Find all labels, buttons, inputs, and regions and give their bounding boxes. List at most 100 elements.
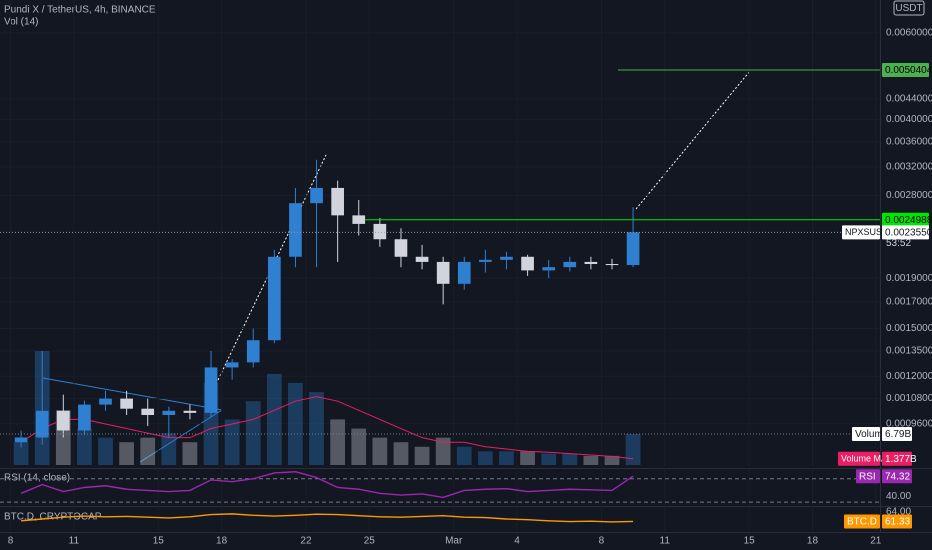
- volume-bar: [604, 455, 620, 465]
- volume-bar: [266, 373, 282, 465]
- y-tick-label: 0.0060000: [886, 28, 932, 39]
- y-tick-label: 0.0019000: [886, 273, 932, 284]
- candle-body: [204, 367, 218, 413]
- volume-bar: [583, 455, 599, 465]
- rsi-title: RSI (14, close): [4, 473, 70, 484]
- x-tick-label: 15: [744, 536, 756, 547]
- volume-ma-line: [20, 396, 634, 460]
- last-price-label-badge: [882, 225, 929, 240]
- candle-body: [394, 239, 408, 257]
- y-tick-label: 0.0036000: [886, 136, 932, 147]
- volume-bar: [393, 442, 409, 465]
- countdown: 53:52: [886, 238, 911, 249]
- volume-bar: [140, 437, 156, 465]
- last-price-label: 0.0023550: [885, 227, 932, 238]
- x-tick-label: Mar: [445, 536, 463, 547]
- candle-body: [563, 261, 577, 268]
- x-tick-label: 22: [300, 536, 312, 547]
- volume-name-badge: [852, 427, 880, 442]
- indicator-name-badge: [844, 514, 880, 529]
- y-tick-label: 0.0013500: [886, 346, 932, 357]
- volume-name: Volume: [855, 429, 889, 440]
- y-tick-label: 64.00: [886, 506, 911, 517]
- y-tick-label: 40.00: [886, 491, 911, 502]
- volume-ma-name-badge: [838, 451, 880, 466]
- currency[interactable]: USDT: [895, 3, 922, 14]
- x-tick-label: 18: [216, 536, 228, 547]
- x-tick-label: 8: [8, 536, 14, 547]
- indicator-label-badge: [882, 469, 912, 484]
- candle-body: [162, 410, 176, 416]
- level-label-badge: [882, 63, 929, 78]
- level-label: 0.0024988: [885, 215, 932, 226]
- volume-bar: [351, 428, 367, 465]
- y-tick-label: 0.0010800: [886, 393, 932, 404]
- volume-bar: [224, 419, 240, 465]
- candle-body: [35, 410, 49, 438]
- x-tick-label: 11: [69, 536, 80, 547]
- candle-body: [331, 187, 344, 216]
- volume-title: Vol (14): [4, 17, 38, 28]
- y-tick-label: 0.0028000: [886, 190, 932, 201]
- candle-body: [289, 203, 302, 257]
- candle-body: [120, 398, 133, 409]
- indicator-name: BTC.D: [847, 517, 877, 528]
- indicator-line: [21, 513, 634, 523]
- volume-bar: [562, 453, 578, 465]
- candle-body: [183, 410, 197, 413]
- candle-body: [542, 267, 556, 271]
- x-tick-label: 21: [870, 536, 882, 547]
- volume-bar: [625, 434, 641, 465]
- volume-bar: [372, 437, 388, 465]
- y-tick-label: 0.0040000: [886, 114, 932, 125]
- volume-bar: [414, 446, 430, 465]
- volume-bar: [182, 442, 198, 465]
- y-tick-label: 0.0032000: [886, 162, 932, 173]
- indicator-label: 61.33: [885, 517, 910, 528]
- triangle-line: [42, 377, 223, 411]
- volume-bar: [520, 451, 535, 465]
- candle-body: [14, 437, 28, 443]
- volume-bar: [245, 401, 261, 465]
- level-label-badge: [882, 212, 929, 227]
- candle-body: [584, 261, 598, 265]
- volume-label-badge: [882, 427, 912, 442]
- volume-bar: [288, 382, 303, 465]
- chart-title: Pundi X / TetherUS, 4h, BINANCE: [4, 5, 156, 16]
- x-tick-label: 8: [599, 536, 605, 547]
- candle-body: [457, 261, 471, 284]
- candle-body: [141, 408, 155, 416]
- volume-label: 6.79B: [885, 429, 911, 440]
- candle-body: [352, 215, 366, 224]
- candle-body: [310, 187, 323, 204]
- candle-body: [415, 256, 429, 262]
- volume-bar: [13, 442, 29, 465]
- level-label: 0.0050404: [885, 65, 932, 76]
- symbol-label: NPXSUSDT: [845, 227, 895, 237]
- y-tick-label: 0.0044000: [886, 94, 932, 105]
- volume-bar: [119, 442, 135, 465]
- candle-body: [605, 264, 619, 266]
- y-tick-label: 0.0015000: [886, 323, 932, 334]
- x-tick-label: 15: [153, 536, 165, 547]
- volume-bar: [77, 428, 92, 465]
- symbol-label-badge: [842, 225, 880, 240]
- volume-bar: [435, 437, 451, 465]
- btcd-title: BTC.D, CRYPTOCAP: [4, 512, 102, 523]
- volume-bar: [309, 392, 324, 465]
- candle-body: [99, 398, 112, 405]
- indicator-line: [20, 471, 634, 499]
- indicator-label: 74.32: [885, 471, 910, 482]
- candle-body: [521, 256, 534, 271]
- y-tick-label: 0.0017000: [886, 296, 932, 307]
- volume-bar: [98, 437, 113, 465]
- triangle-line: [139, 409, 223, 463]
- candle-body: [479, 259, 492, 262]
- currency-badge[interactable]: [893, 0, 925, 16]
- volume-bar: [161, 433, 177, 465]
- indicator-label-badge: [882, 514, 912, 529]
- projection-line: [635, 70, 751, 210]
- volume-bar: [456, 446, 472, 465]
- x-tick-label: 11: [660, 536, 671, 547]
